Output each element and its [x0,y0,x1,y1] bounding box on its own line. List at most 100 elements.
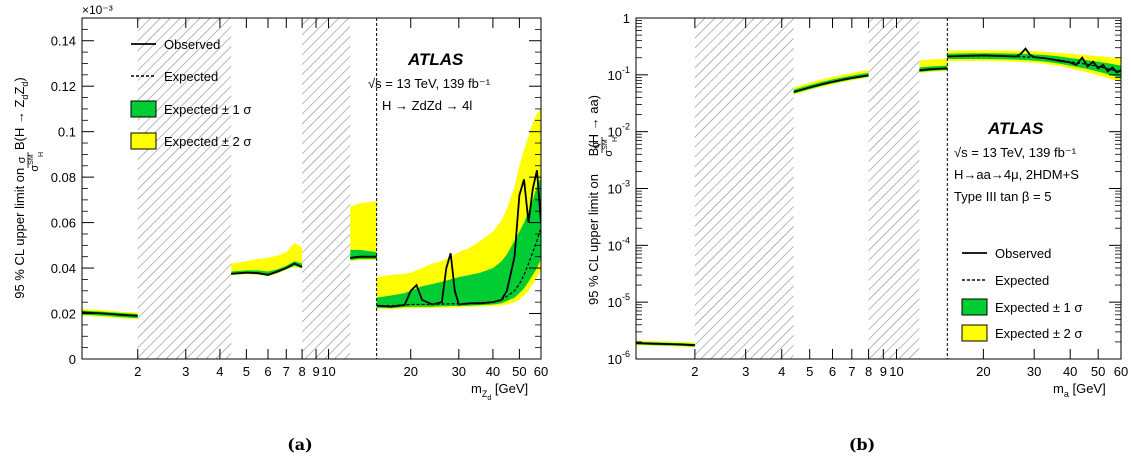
lines-a [82,170,541,317]
exponent-label-a: ×10⁻³ [82,3,113,17]
y-tick-label-a-2: 0.04 [51,261,76,276]
y-axis-fraction-b: σ σSM H [590,137,619,157]
ylabel-frac-den-a: σ [29,165,41,172]
observed-line-a-1 [231,262,303,276]
legend-1sigma-swatch-b [961,298,988,316]
band-2sigma-a-2 [350,201,377,262]
x-tick-label-b-30: 30 [1027,364,1041,379]
y-tick-label-a-4: 0.08 [51,170,76,185]
ylabel-frac-sub-a: H [38,152,45,157]
ylabel-frac-num-a: σ [16,156,28,163]
legend-2sigma-a: Expected ± 2 σ [164,134,251,149]
legend-2sigma-b: Expected ± 2 σ [995,326,1082,341]
x-tick-label-a-10: 10 [321,364,335,379]
hatched-regions-a [137,18,378,359]
x-tick-label-b-5: 5 [806,364,813,379]
y-axis-fraction-a: σ σSM H [16,152,45,172]
x-tick-label-a-8: 8 [298,364,305,379]
band-1sigma-b-3 [947,53,1121,78]
y-tick-label-b-1: 10-5 [608,292,630,310]
y-tick-label-a-7: 0.14 [51,34,76,49]
observed-line-a-0 [82,311,138,317]
legend-expected-b: Expected [995,273,1049,288]
band-1sigma-a-3 [376,177,541,308]
x-tick-label-b-9: 9 [880,364,887,379]
ylabel-tail-b: B(H → aa) [586,95,601,156]
ylabel-mid-a: Z [12,87,27,95]
legend-2sigma-swatch-a [130,132,157,150]
info-line-2-b: H→aa→4μ, 2HDM+S [954,167,1079,182]
hatched-region-b-1 [868,18,920,359]
info-line-1-a: √s = 13 TeV, 139 fb⁻¹ [368,76,491,91]
observed-line-a-2 [350,255,377,259]
x-tick-label-a-40: 40 [486,364,500,379]
x-axis-label-b: ma [GeV] [1053,381,1106,399]
legend-1sigma-b: Expected ± 1 σ [995,300,1082,315]
y-tick-label-b-2: 10-4 [608,235,630,253]
band-2sigma-a-3 [376,108,541,309]
y-tick-label-b-5: 10-1 [608,65,630,83]
x-tick-label-a-7: 7 [283,364,290,379]
x-tick-label-a-50: 50 [512,364,526,379]
y-axis-a: 0 0.02 0.04 0.06 0.08 0.1 0.12 0.14 [51,17,541,367]
svg-text:σSM: σSM [602,139,615,156]
ylabel-frac-sub-b: H [612,137,619,142]
hatched-regions-b [694,18,948,359]
x-tick-label-b-3: 3 [742,364,749,379]
ylabel-close-a: ) [12,77,27,81]
legend-2sigma-swatch-b [961,324,988,342]
x-tick-label-b-50: 50 [1091,364,1105,379]
x-tick-label-a-4: 4 [216,364,223,379]
x-tick-label-a-6: 6 [264,364,271,379]
observed-line-b-1 [793,74,869,93]
y-axis-label-a: 95 % CL upper limit on B(H → ZdZd) [12,77,30,299]
info-line-3-b: Type III tan β = 5 [954,189,1051,204]
x-tick-label-a-5: 5 [243,364,250,379]
ylabel-frac-num-b: σ [590,141,602,148]
x-tick-label-a-30: 30 [452,364,466,379]
ylabel-lead-b: 95 % CL upper limit on [586,170,601,305]
legend-observed-a: Observed [164,37,220,52]
ylabel-sub1-a: d [20,95,30,100]
legend-1sigma-swatch-a [130,100,157,118]
hatched-region-a-0 [137,18,232,359]
observed-line-a-3 [376,170,541,308]
x-tick-label-a-60: 60 [534,364,548,379]
y-axis-b: 10-6 10-5 10-4 10-3 10-2 10-1 1 [608,11,1121,367]
svg-text:95 % CL upper limit on B(H →: 95 % CL upper limit on B(H → aa) [586,95,601,305]
ylabel-tail-a: B(H → Z [12,100,27,151]
observed-line-b-2 [919,67,948,72]
x-tick-label-a-20: 20 [404,364,418,379]
x-tick-label-b-20: 20 [976,364,990,379]
x-tick-label-b-40: 40 [1063,364,1077,379]
x-axis-a: 2 3 4 5 6 7 8 9 10 20 30 40 50 60 [134,18,548,379]
chart-panel-a: 2 3 4 5 6 7 8 9 10 20 30 40 50 60 0 0.02 0.04 0.06 0.08 0.… [12,3,548,454]
svg-text:σSM: σSM [28,154,41,171]
y-tick-label-b-4: 10-2 [608,122,630,140]
x-tick-label-a-9: 9 [312,364,319,379]
ylabel-lead-a: 95 % CL upper limit on [12,164,27,299]
ylabel-sub2-a: d [20,82,30,87]
ylabel-frac-sup-a: SM [28,154,35,165]
ylabel-frac-sup-b: SM [602,139,609,150]
x-tick-label-a-3: 3 [182,364,189,379]
hatched-region-b-0 [694,18,794,359]
x-tick-label-b-8: 8 [865,364,872,379]
x-tick-label-b-4: 4 [778,364,785,379]
chart-panel-b: 2 3 4 5 6 7 8 9 10 20 30 40 50 60 10-610-510-410-310-… [586,11,1128,454]
y-axis-label-b: 95 % CL upper limit on B(H → aa) [586,95,601,305]
x-tick-label-b-60: 60 [1114,364,1128,379]
legend-1sigma-a: Expected ± 1 σ [164,102,251,117]
x-axis-label-a: mZd [GeV] [471,381,528,402]
ylabel-frac-den-b: σ [603,150,615,157]
observed-line-b-3 [947,47,1121,74]
lines-b [636,47,1121,347]
atlas-label-b: ATLAS [987,119,1044,138]
hatched-region-a-1 [302,18,351,359]
y-tick-label-a-3: 0.06 [51,216,76,231]
info-line-1-b: √s = 13 TeV, 139 fb⁻¹ [954,145,1077,160]
svg-text:95 % CL upper limit on B(H →: 95 % CL upper limit on B(H → ZdZd) [12,77,30,299]
y-tick-label-a-6: 0.12 [51,79,76,94]
